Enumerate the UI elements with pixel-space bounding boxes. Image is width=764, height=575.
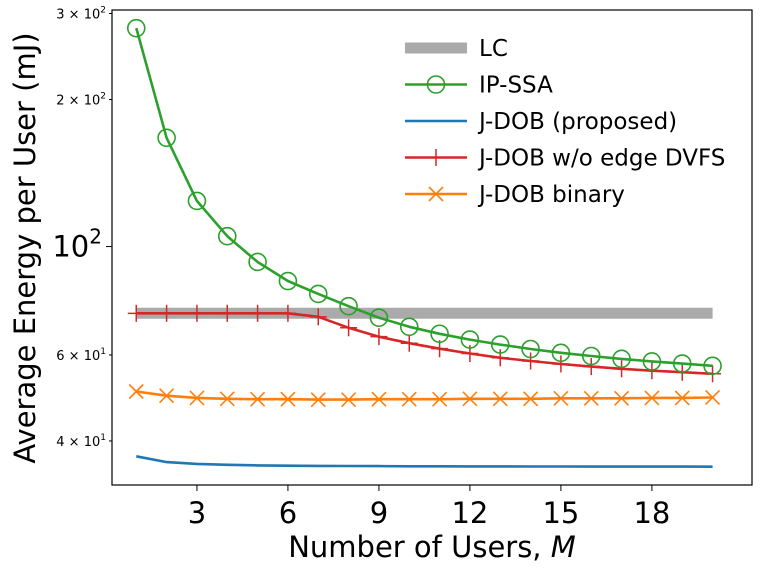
plus-marker xyxy=(522,352,540,370)
circle-marker xyxy=(426,75,446,94)
circle-marker xyxy=(521,339,540,359)
legend-label: J-DOB binary xyxy=(477,182,625,208)
x-marker xyxy=(189,390,205,406)
x-marker xyxy=(523,391,539,407)
circle-marker xyxy=(551,343,571,363)
x-marker xyxy=(219,391,235,407)
legend: LC IP-SSA J-DOB (proposed) J-DOB w/o edge D… xyxy=(405,36,725,208)
x-marker xyxy=(705,389,721,406)
circle-marker xyxy=(460,330,480,349)
circle-marker xyxy=(248,252,267,272)
legend-entry: LC xyxy=(405,36,508,62)
series-ip-ssa xyxy=(126,18,722,376)
circle-marker xyxy=(672,354,692,373)
x-marker xyxy=(462,391,478,407)
x-marker xyxy=(310,392,326,408)
plus-marker xyxy=(582,358,600,376)
circle-marker xyxy=(490,335,510,354)
x-marker xyxy=(614,390,630,406)
x-axis-ticks: 3 6 9 12 15 18 xyxy=(188,485,670,530)
plus-marker xyxy=(613,360,631,378)
x-marker xyxy=(492,391,508,407)
x-marker xyxy=(553,390,569,406)
x-tick-label: 18 xyxy=(633,496,670,530)
x-tick-label: 3 xyxy=(188,496,206,530)
y-tick-label: 2 × 102 xyxy=(56,92,106,109)
x-tick-label: 9 xyxy=(370,496,388,530)
circle-marker xyxy=(217,226,237,246)
plus-marker xyxy=(309,308,327,326)
circle-marker xyxy=(642,352,662,371)
circle-marker xyxy=(703,356,722,376)
legend-label: J-DOB (proposed) xyxy=(477,109,677,135)
x-tick-label: 15 xyxy=(542,496,579,530)
series-j-dob-proposed xyxy=(136,455,713,469)
x-tick-label: 12 xyxy=(451,496,488,530)
x-axis-label: Number of Users, M xyxy=(288,530,576,564)
legend-entry: J-DOB w/o edge DVFS xyxy=(405,146,725,172)
circle-marker xyxy=(278,271,298,291)
plus-marker xyxy=(218,304,236,322)
x-marker xyxy=(583,390,599,406)
series-line xyxy=(135,27,713,368)
plus-marker xyxy=(427,149,445,166)
y-axis-label: Average Energy per User (mJ) xyxy=(8,32,42,463)
plus-marker xyxy=(188,304,206,322)
x-marker xyxy=(371,391,387,407)
plus-marker xyxy=(158,304,176,322)
plus-marker xyxy=(127,304,145,322)
x-marker xyxy=(341,392,357,408)
y-tick-label: 3 × 102 xyxy=(56,6,106,23)
x-marker xyxy=(674,390,690,406)
legend-label: J-DOB w/o edge DVFS xyxy=(477,146,725,172)
plus-marker xyxy=(279,304,297,322)
legend-entry: J-DOB binary xyxy=(405,182,625,208)
plus-marker xyxy=(340,319,358,337)
x-axis-label-var: M xyxy=(551,530,576,564)
series-layer xyxy=(126,18,722,469)
x-marker xyxy=(644,390,660,406)
circle-marker xyxy=(126,18,146,38)
y-axis-ticks: 4 × 101 6 × 101 102 2 × 102 3 × 102 xyxy=(52,6,112,450)
plus-marker xyxy=(400,334,418,352)
plot-frame xyxy=(111,9,753,486)
plus-marker xyxy=(370,328,388,346)
circle-marker xyxy=(430,324,449,344)
circle-marker xyxy=(157,128,176,148)
legend-entry: J-DOB (proposed) xyxy=(405,109,677,135)
circle-marker xyxy=(581,346,601,366)
plus-marker xyxy=(552,355,570,373)
x-axis-label-main: Number of Users, xyxy=(288,530,551,564)
series-line xyxy=(136,455,713,469)
circle-marker xyxy=(187,191,207,211)
x-tick-label: 6 xyxy=(279,496,297,530)
circle-marker xyxy=(369,308,389,328)
circle-marker xyxy=(399,317,419,337)
plus-marker xyxy=(249,304,267,322)
y-tick-label: 102 xyxy=(52,225,102,264)
legend-label: LC xyxy=(479,36,508,62)
circle-marker xyxy=(612,349,631,369)
series-j-dob-binary xyxy=(128,383,721,408)
y-tick-label: 4 × 101 xyxy=(56,433,106,450)
x-marker xyxy=(128,383,144,400)
legend-label: IP-SSA xyxy=(479,73,553,99)
y-tick-label: 6 × 101 xyxy=(56,347,106,364)
circle-marker xyxy=(339,296,358,316)
x-marker xyxy=(280,391,296,407)
plus-marker xyxy=(491,349,509,367)
plus-marker xyxy=(643,362,661,380)
legend-entry: IP-SSA xyxy=(405,73,553,99)
x-marker xyxy=(401,391,417,407)
circle-marker xyxy=(308,284,328,304)
series-line xyxy=(136,390,713,401)
x-marker xyxy=(159,388,175,404)
x-marker xyxy=(428,186,444,202)
x-marker xyxy=(250,391,266,407)
x-marker xyxy=(432,391,448,407)
